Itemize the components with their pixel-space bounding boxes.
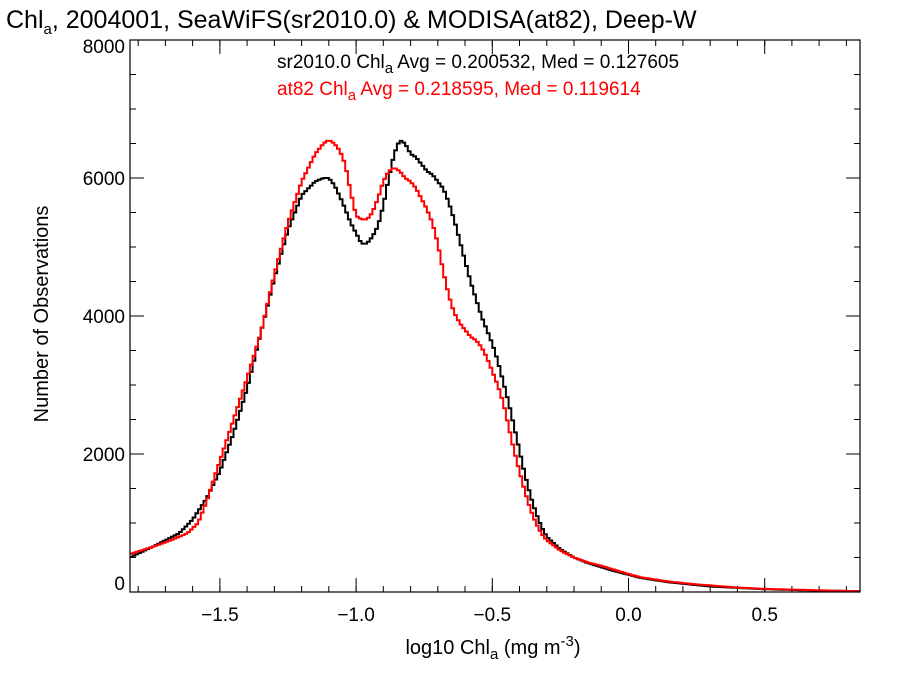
x-tick-label: −1.5 [201, 605, 239, 626]
axis-ticks [130, 39, 860, 593]
chart-title: Chla, 2004001, SeaWiFS(sr2010.0) & MODIS… [6, 6, 697, 38]
x-axis-label-pre: log10 Chl [405, 637, 490, 659]
legend-entry-sr2010: sr2010.0 Chla Avg = 0.200532, Med = 0.12… [277, 52, 679, 77]
y-tick-label: 2000 [83, 445, 125, 466]
legend-entry-at82: at82 Chla Avg = 0.218595, Med = 0.119614 [277, 79, 641, 104]
x-axis-label: log10 Chla (mg m-3) [405, 633, 580, 663]
axis-tick-labels: −1.5 −1.0 −0.5 0.0 0.5 0 2000 4000 6000 8000 [83, 37, 778, 626]
plot-frame [129, 39, 861, 593]
x-axis-label-post: ) [574, 637, 581, 659]
x-tick-label: −1.0 [337, 605, 375, 626]
legend-entry-at82-pre: at82 Chl [277, 79, 348, 100]
series-line-sr2010 [130, 139, 860, 593]
y-axis-label: Number of Observations [31, 206, 53, 423]
chart-title-post: , 2004001, SeaWiFS(sr2010.0) & MODISA(at… [52, 6, 697, 34]
legend-entry-sr2010-pre: sr2010.0 Chl [277, 52, 385, 73]
y-tick-label: 8000 [83, 37, 125, 58]
chart-title-subscript: a [44, 21, 53, 38]
legend-entry-at82-subscript: a [348, 87, 357, 104]
series-layer [130, 139, 860, 593]
legend-entry-at82-post: Avg = 0.218595, Med = 0.119614 [356, 79, 641, 100]
chart-title-pre: Chl [6, 6, 44, 34]
y-tick-label: 0 [114, 574, 125, 595]
x-axis-label-mid: (mg m [498, 637, 560, 659]
x-tick-label: 0.5 [751, 605, 777, 626]
x-axis-label-superscript: -3 [561, 633, 574, 650]
y-tick-label: 4000 [83, 307, 125, 328]
legend-entry-sr2010-subscript: a [385, 60, 394, 77]
series-line-at82 [130, 139, 860, 593]
x-tick-label: 0.0 [615, 605, 641, 626]
x-tick-label: −0.5 [474, 605, 512, 626]
legend-entry-sr2010-post: Avg = 0.200532, Med = 0.127605 [393, 52, 679, 73]
y-tick-label: 6000 [83, 169, 125, 190]
x-axis-label-subscript: a [490, 646, 499, 663]
